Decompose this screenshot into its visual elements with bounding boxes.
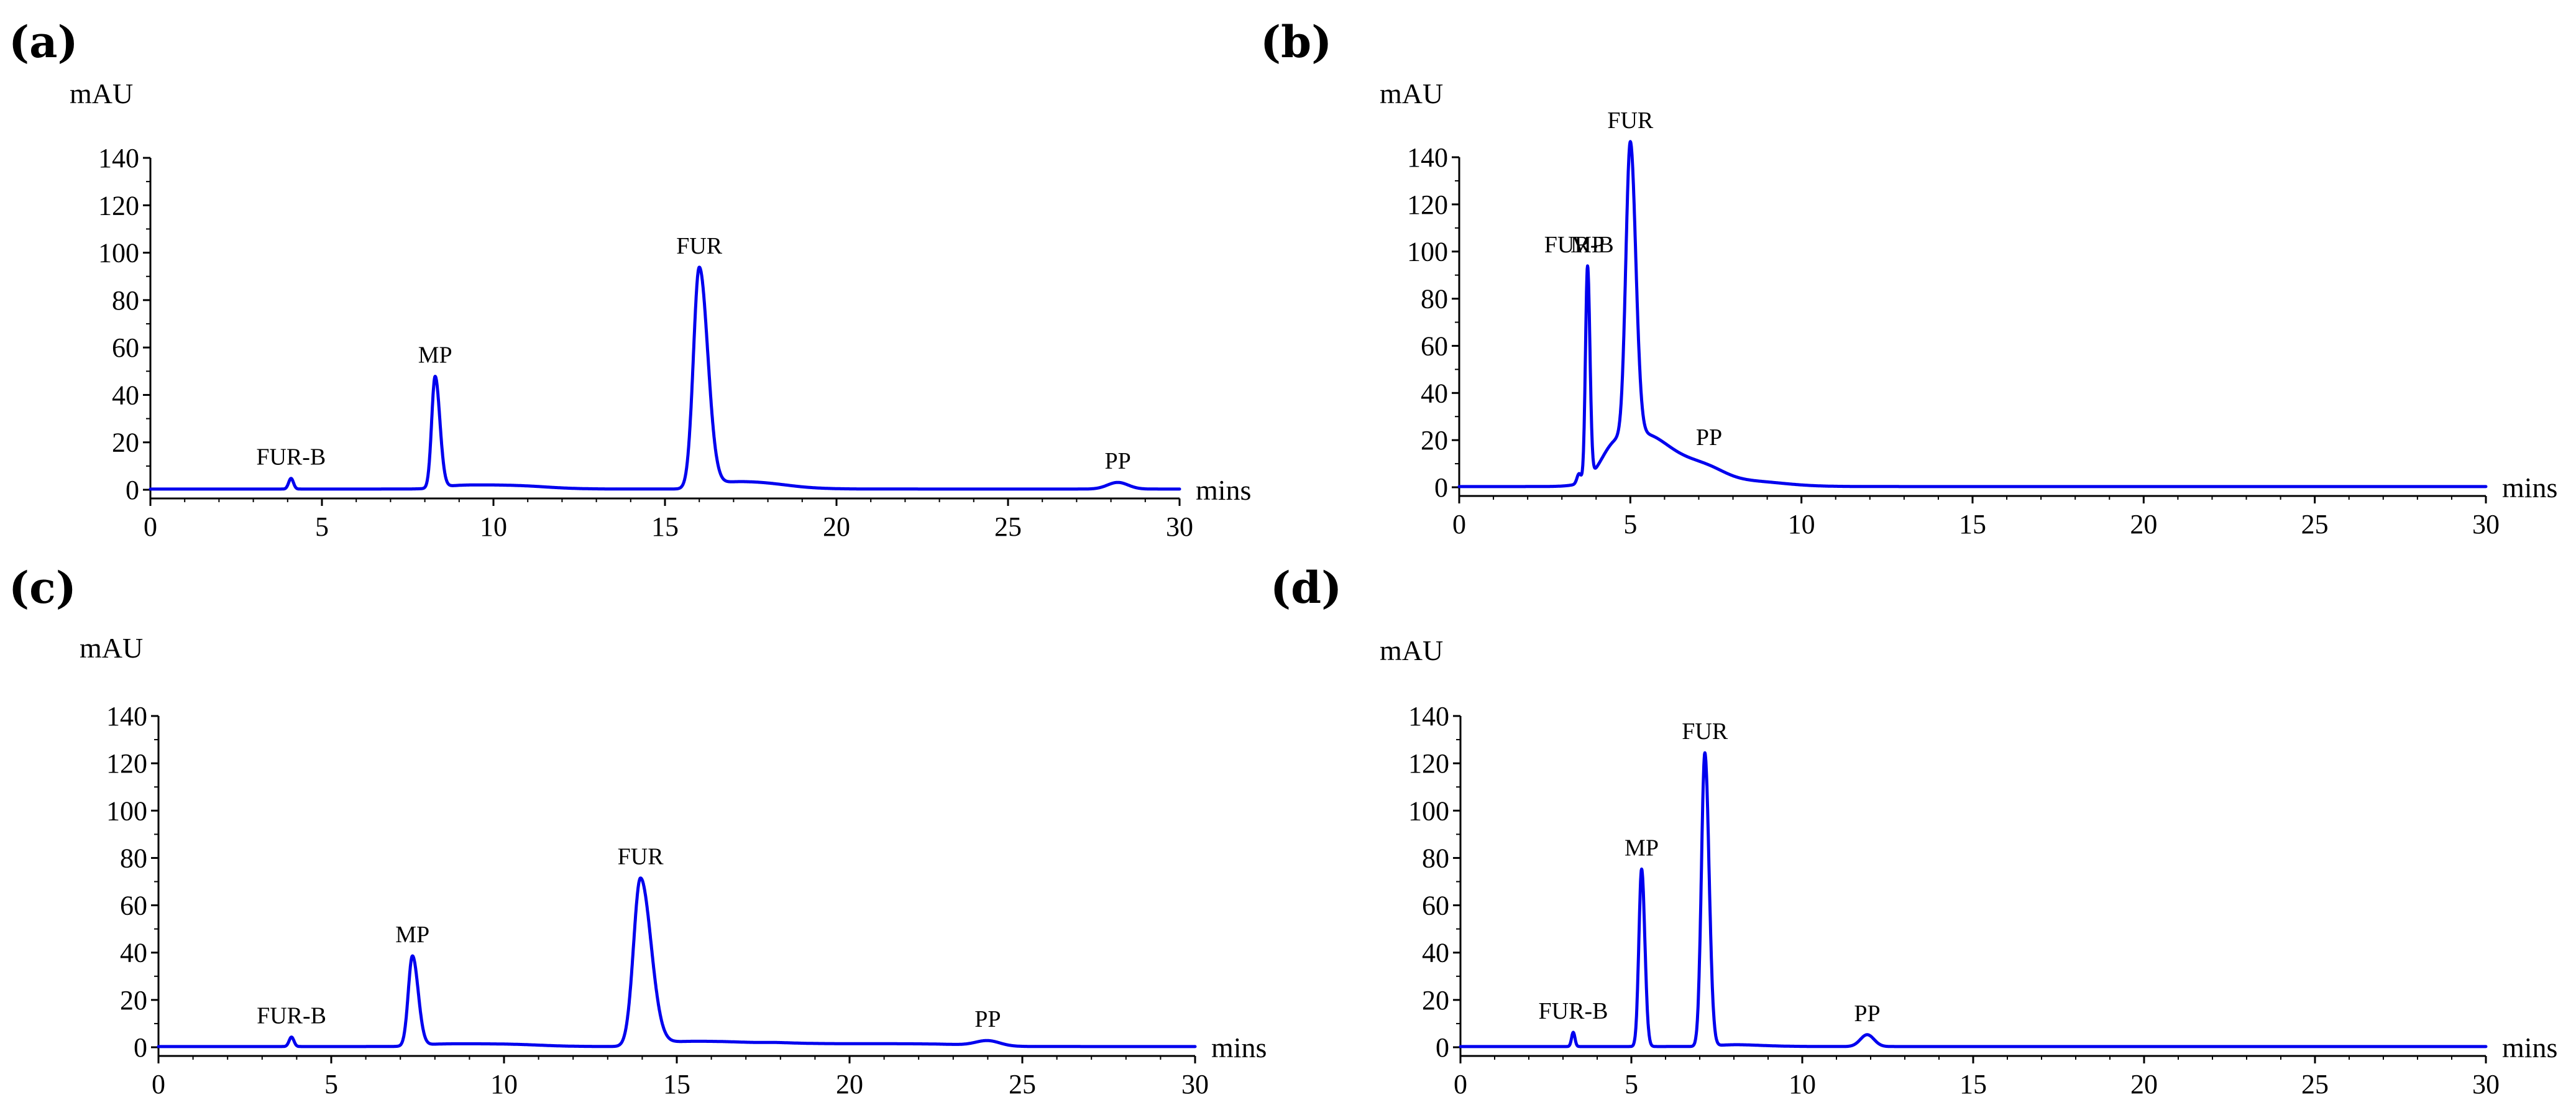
- y-tick-label: 0: [1434, 472, 1448, 503]
- x-tick-label: 5: [1625, 1069, 1638, 1099]
- y-tick-label: 20: [1421, 425, 1448, 456]
- peak-label-pp: PP: [1104, 448, 1130, 474]
- chart-panel-2: (b) mAU 0 20 40 60 80 100 120 140 0 5 10 15 20 25 30mins…: [1260, 16, 2557, 539]
- y-tick-label: 80: [112, 285, 139, 316]
- peak-label-mp: MP: [395, 922, 429, 948]
- y-axis-label: mAU: [1380, 635, 1443, 666]
- x-axis-label: mins: [1196, 474, 1251, 506]
- y-axis-label: mAU: [1380, 78, 1443, 109]
- peak-label-mp: MP: [1625, 835, 1659, 861]
- x-tick-label: 25: [1009, 1069, 1036, 1099]
- x-tick-label: 0: [152, 1069, 165, 1099]
- y-tick-label: 140: [98, 143, 139, 173]
- y-tick-label: 120: [1407, 190, 1448, 220]
- x-tick-label: 25: [2301, 1069, 2329, 1099]
- x-tick-label: 0: [144, 512, 157, 542]
- y-axis-label: mAU: [80, 632, 143, 664]
- peak-label-pp: PP: [1696, 424, 1722, 451]
- x-tick-label: 15: [1960, 1069, 1987, 1099]
- chart-panel-1: (a) mAU 0 20 40 60 80 100 120 140 0 5 10 15 20 25 30mins…: [9, 16, 1251, 542]
- y-tick-label: 60: [1421, 331, 1448, 361]
- y-tick-label: 0: [1436, 1032, 1449, 1063]
- peak-label-fur: FUR: [1682, 718, 1728, 745]
- peak-label-fur: FUR: [1607, 108, 1654, 134]
- chromatogram-trace: [1459, 751, 2488, 1048]
- x-tick-label: 30: [2472, 509, 2500, 539]
- panel-label: (d): [1270, 562, 1342, 613]
- y-tick-label: 140: [1408, 701, 1449, 732]
- y-tick-label: 40: [1422, 938, 1449, 968]
- y-tick-label: 60: [112, 333, 139, 363]
- y-tick-label: 20: [1422, 985, 1449, 1016]
- y-tick-label: 140: [1407, 142, 1448, 173]
- x-tick-label: 15: [1959, 509, 1986, 539]
- x-tick-label: 5: [315, 512, 329, 542]
- x-axis-label: mins: [1211, 1032, 1267, 1063]
- chromatogram-trace: [149, 265, 1181, 491]
- y-tick-label: 100: [1407, 237, 1448, 267]
- y-tick-label: 120: [1408, 748, 1449, 779]
- y-tick-label: 120: [106, 748, 147, 779]
- x-tick-label: 30: [1166, 512, 1193, 542]
- peak-label-pp: PP: [1854, 1001, 1880, 1027]
- y-tick-label: 80: [1421, 284, 1448, 314]
- panel-label: (b): [1260, 16, 1332, 68]
- y-tick-label: 40: [112, 380, 139, 410]
- x-tick-label: 5: [324, 1069, 338, 1099]
- x-tick-label: 10: [1789, 1069, 1816, 1099]
- panel-label: (a): [9, 16, 78, 68]
- y-tick-label: 40: [1421, 378, 1448, 408]
- peak-label-pp: PP: [974, 1006, 1001, 1032]
- y-tick-label: 40: [120, 938, 147, 968]
- x-tick-label: 30: [2472, 1069, 2500, 1099]
- y-tick-label: 20: [112, 428, 139, 458]
- x-tick-label: 0: [1454, 1069, 1467, 1099]
- y-tick-label: 100: [106, 796, 147, 826]
- y-axis-label: mAU: [70, 78, 133, 109]
- y-tick-label: 120: [98, 190, 139, 221]
- peak-label-mp: MP: [418, 342, 452, 368]
- x-tick-label: 15: [651, 512, 679, 542]
- peak-label-fur-b: FUR-B: [256, 444, 326, 470]
- y-tick-label: 60: [120, 891, 147, 921]
- peak-label-fur: FUR: [676, 233, 723, 259]
- chart-panel-3: (c)mAU 0 20 40 60 80 100 120 140 0 5 10 15 20 25 30mins…: [9, 562, 1267, 1099]
- chromatogram-trace: [1457, 140, 2488, 489]
- y-tick-label: 80: [1422, 843, 1449, 873]
- x-axis-label: mins: [2502, 472, 2557, 503]
- x-tick-label: 10: [1788, 509, 1815, 539]
- x-tick-label: 30: [1181, 1069, 1209, 1099]
- x-tick-label: 0: [1452, 509, 1466, 539]
- y-tick-label: 20: [120, 985, 147, 1016]
- x-axis-label: mins: [2502, 1032, 2557, 1063]
- chart-panel-4: (d) mAU 0 20 40 60 80 100 120 140 0 5 10 15 20 25 30mins…: [1270, 562, 2557, 1099]
- y-tick-label: 0: [134, 1032, 147, 1063]
- y-tick-label: 0: [126, 475, 139, 505]
- x-tick-label: 20: [836, 1069, 863, 1099]
- x-tick-label: 20: [2130, 509, 2157, 539]
- x-tick-label: 25: [994, 512, 1022, 542]
- panel-label: (c): [9, 562, 76, 613]
- peak-label-fur: FUR: [618, 844, 664, 870]
- peak-label-fur-b: FUR-B: [1539, 998, 1608, 1024]
- x-tick-label: 20: [2130, 1069, 2158, 1099]
- peak-label-fur-b: FUR-B: [257, 1003, 326, 1029]
- y-tick-label: 60: [1422, 891, 1449, 921]
- y-tick-label: 100: [98, 238, 139, 268]
- x-tick-label: 10: [480, 512, 507, 542]
- y-tick-label: 100: [1408, 796, 1449, 826]
- y-tick-label: 80: [120, 843, 147, 873]
- x-tick-label: 10: [490, 1069, 518, 1099]
- chromatogram-trace: [157, 876, 1197, 1048]
- peak-label-fur-b: FUR-B: [1544, 232, 1614, 258]
- x-tick-label: 15: [663, 1069, 690, 1099]
- x-tick-label: 25: [2301, 509, 2329, 539]
- peak-label-mp: MP: [1570, 232, 1605, 258]
- y-tick-label: 140: [106, 701, 147, 732]
- x-tick-label: 20: [823, 512, 850, 542]
- x-tick-label: 5: [1623, 509, 1637, 539]
